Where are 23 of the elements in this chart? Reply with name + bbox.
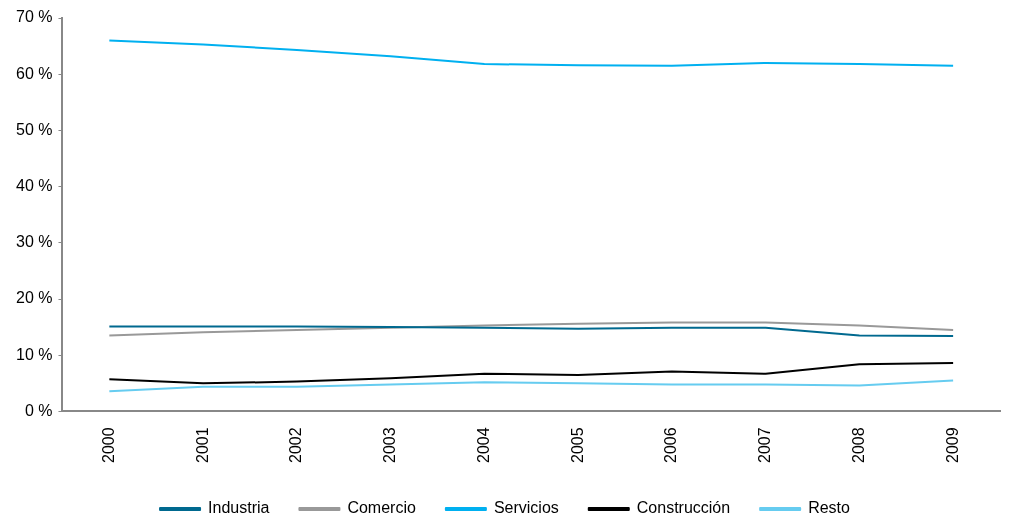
- x-tick-label: 2003: [381, 427, 399, 463]
- legend-label: Servicios: [493, 499, 559, 517]
- x-tick-label: 2006: [662, 427, 680, 463]
- y-tick-label: 40 %: [16, 177, 53, 195]
- x-tick-label: 2007: [756, 427, 774, 463]
- legend-label: Construcción: [636, 499, 731, 517]
- x-tick-label: 2000: [99, 427, 117, 463]
- legend-label: Resto: [808, 499, 851, 517]
- x-tick-label: 2009: [943, 427, 961, 463]
- x-tick-label: 2005: [568, 427, 586, 463]
- legend-label: Comercio: [347, 499, 416, 517]
- x-tick-label: 2001: [193, 427, 211, 463]
- x-tick-label: 2004: [474, 427, 492, 463]
- y-tick-label: 0 %: [24, 401, 53, 419]
- y-tick-label: 10 %: [16, 345, 53, 363]
- y-tick-label: 20 %: [16, 289, 53, 307]
- y-tick-label: 30 %: [16, 233, 53, 251]
- x-tick-label: 2002: [287, 427, 305, 463]
- y-tick-label: 70 %: [16, 8, 53, 26]
- y-tick-label: 60 %: [16, 64, 53, 82]
- x-tick-label: 2008: [849, 427, 867, 463]
- y-tick-label: 50 %: [16, 120, 53, 138]
- legend-label: Industria: [208, 499, 270, 517]
